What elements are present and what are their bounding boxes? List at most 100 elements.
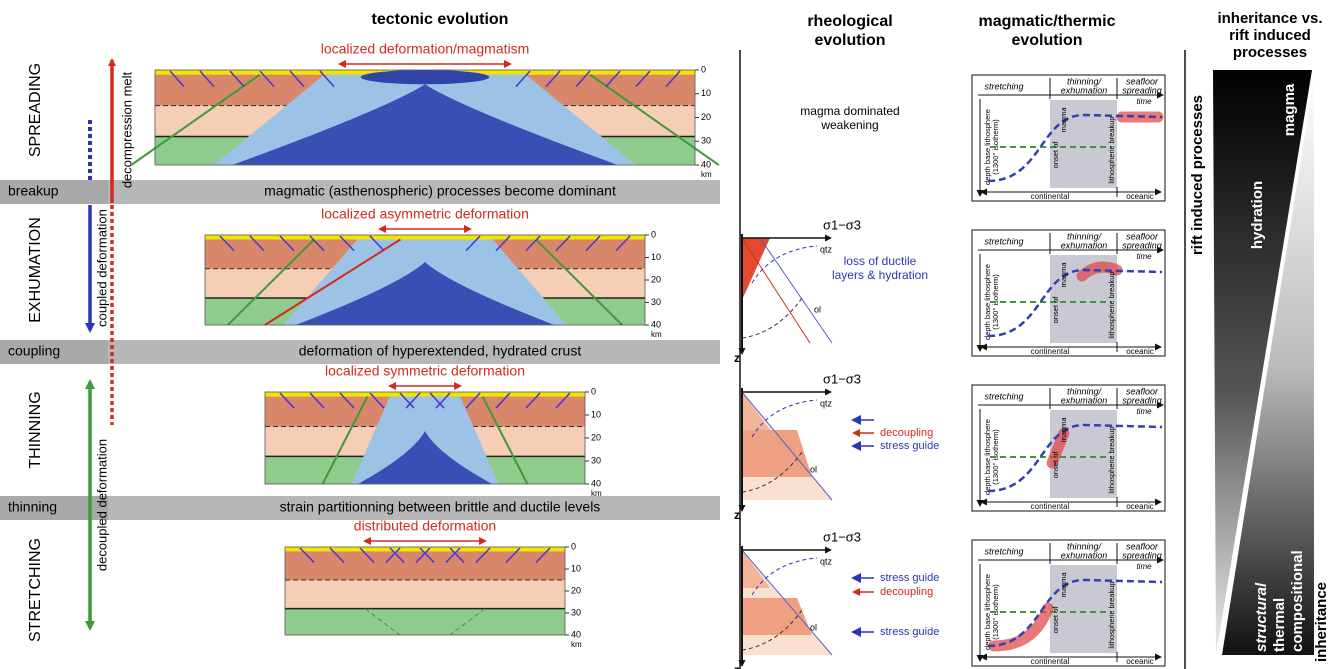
depth-label: 40 (571, 629, 581, 639)
stage-label: EXHUMATION (27, 217, 44, 322)
domain-label: oceanic (1126, 657, 1154, 666)
depth-label: 30 (571, 607, 581, 617)
rheology-label: decoupling (880, 586, 933, 598)
panel-title: localized asymmetric deformation (321, 206, 529, 222)
band-label: thinning (8, 499, 57, 515)
time-label: time (1136, 252, 1152, 261)
depth-label: 40 (651, 319, 661, 329)
depth-label: 10 (571, 563, 581, 573)
phase-label: stretching (984, 546, 1023, 556)
depth-label: 40 (591, 478, 601, 488)
rheology-note: weakening (820, 118, 878, 132)
arrow-label: decoupled deformation (94, 439, 109, 571)
onset-label: onset of (1051, 296, 1060, 324)
header: inheritance vs. (1217, 10, 1322, 27)
domain-label: continental (1031, 192, 1070, 201)
domain-label: oceanic (1126, 502, 1154, 511)
stage-label: SPREADING (27, 63, 44, 157)
breakup-label: lithospheric breakup (1107, 271, 1116, 338)
domain-label: continental (1031, 502, 1070, 511)
axis-label: z (734, 508, 740, 522)
magma-label: magma (1059, 417, 1068, 443)
magma-label: magma (1059, 572, 1068, 598)
band-label: breakup (8, 183, 59, 199)
mantle (285, 609, 565, 635)
phase-label: exhumation (1061, 395, 1108, 405)
breakup-label: lithospheric breakup (1107, 116, 1116, 183)
panel-title: localized deformation/magmatism (321, 41, 530, 57)
domain-label: continental (1031, 347, 1070, 356)
onset-label: onset of (1051, 606, 1060, 634)
olivine-curve (742, 298, 802, 338)
inheritance-label: structural (1253, 582, 1270, 652)
depth-unit: km (571, 640, 582, 649)
olivine-line (742, 238, 810, 343)
phase-label: spreading (1122, 85, 1162, 95)
rheology-label: decoupling (880, 427, 933, 439)
upper-crust (285, 547, 565, 580)
axis-label: z (734, 663, 740, 669)
phase-label: spreading (1122, 240, 1162, 250)
curve-label: ol (810, 622, 817, 632)
rheology-label: loss of ductile (844, 254, 917, 268)
axis-label: σ1−σ3 (823, 529, 861, 544)
axis-label: z (734, 351, 740, 365)
domain-label: oceanic (1126, 192, 1154, 201)
domain-label: continental (1031, 657, 1070, 666)
phase-label: stretching (984, 391, 1023, 401)
depth-label: 20 (571, 585, 581, 595)
band-text: magmatic (asthenospheric) processes beco… (264, 183, 616, 199)
sediment (205, 235, 645, 240)
depth-label: 0 (701, 64, 706, 74)
rheology-label: stress guide (880, 440, 939, 452)
sediment (285, 547, 565, 551)
depth-label: 30 (591, 455, 601, 465)
header: rheological (807, 13, 892, 30)
depth-label: 10 (591, 409, 601, 419)
time-label: time (1136, 562, 1152, 571)
axis-label: σ1−σ3 (823, 371, 861, 386)
stage-label: STRETCHING (27, 538, 44, 642)
stage-label: THINNING (27, 391, 44, 468)
depth-label: 30 (701, 136, 711, 146)
arrow-label: coupled deformation (94, 209, 109, 327)
header: tectonic evolution (372, 11, 509, 28)
depth-label: 10 (701, 88, 711, 98)
header: magmatic/thermic (979, 13, 1116, 30)
rheology-label: stress guide (880, 626, 939, 638)
process-label: hydration (1249, 181, 1266, 249)
curve-label: qtz (820, 398, 833, 408)
figure: tectonic evolution rheological evolution m… (0, 0, 1332, 669)
arrow-label: decompression melt (119, 71, 134, 188)
breakup-label: lithospheric breakup (1107, 581, 1116, 648)
header: evolution (814, 32, 885, 49)
band-label: coupling (8, 343, 60, 359)
curve-label: qtz (820, 244, 833, 254)
depth-label: 0 (651, 229, 656, 239)
depth-label: 20 (651, 274, 661, 284)
depth-label: 10 (651, 252, 661, 262)
band-text: deformation of hyperextended, hydrated c… (299, 343, 582, 359)
header: evolution (1011, 32, 1082, 49)
process-label: magma (1281, 83, 1298, 136)
depth-label: 0 (591, 386, 596, 396)
depth-label: 20 (591, 432, 601, 442)
lower-crust (285, 580, 565, 609)
rheology-label: stress guide (880, 572, 939, 584)
depth-label: 40 (701, 159, 711, 169)
inheritance-label: inheritance (1313, 582, 1330, 662)
phase-label: spreading (1122, 395, 1162, 405)
header: rift induced (1229, 27, 1311, 44)
onset-label: onset of (1051, 451, 1060, 479)
band-text: strain partitionning between brittle and… (280, 499, 601, 515)
time-label: time (1136, 97, 1152, 106)
rheology-label: layers & hydration (832, 268, 928, 282)
depth-unit: km (591, 489, 602, 498)
panel-title: localized symmetric deformation (325, 363, 525, 379)
phase-label: exhumation (1061, 550, 1108, 560)
depth-label: 0 (571, 541, 576, 551)
magma-body (361, 70, 490, 84)
phase-label: exhumation (1061, 240, 1108, 250)
magma-label: magma (1059, 262, 1068, 288)
curve-label: ol (810, 464, 817, 474)
